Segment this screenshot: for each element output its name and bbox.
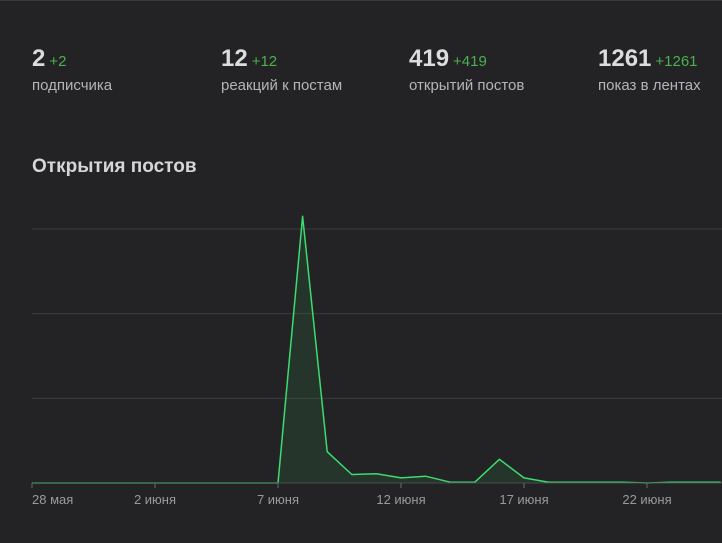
x-tick-label: 2 июня: [134, 492, 176, 507]
stat-delta: +2: [49, 53, 67, 70]
stats-row: 2 +2 подписчика 12 +12 реакций к постам 41…: [0, 1, 722, 111]
stat-delta: +1261: [655, 53, 698, 70]
stat-label: открытий постов: [409, 77, 525, 94]
stat-subscribers: 2 +2 подписчика: [32, 45, 112, 94]
stat-value: 2: [32, 45, 46, 72]
stat-delta: +419: [453, 53, 487, 70]
x-tick-label: 28 мая: [32, 492, 73, 507]
x-tick-label: 12 июня: [376, 492, 425, 507]
stat-label: подписчика: [32, 77, 113, 94]
chart-title: Открытия постов: [32, 156, 197, 177]
x-tick-label: 7 июня: [257, 492, 299, 507]
series-line: [32, 215, 721, 484]
stat-value: 419: [409, 45, 450, 72]
stat-value: 1261: [598, 45, 652, 72]
stat-reactions: 12 +12 реакций к постам: [221, 45, 342, 94]
stat-post-opens: 419 +419 открытий постов: [409, 45, 524, 94]
x-tick-label: 17 июня: [499, 492, 548, 507]
stat-label: реакций к постам: [221, 77, 343, 94]
stat-value: 12: [221, 45, 248, 72]
stat-label: показ в лентах: [598, 77, 701, 94]
stat-delta: +12: [251, 53, 278, 70]
x-tick-label: 22 июня: [622, 492, 671, 507]
series-area: [32, 216, 721, 484]
stat-feed-impressions: 1261 +1261 показ в лентах: [598, 45, 701, 94]
